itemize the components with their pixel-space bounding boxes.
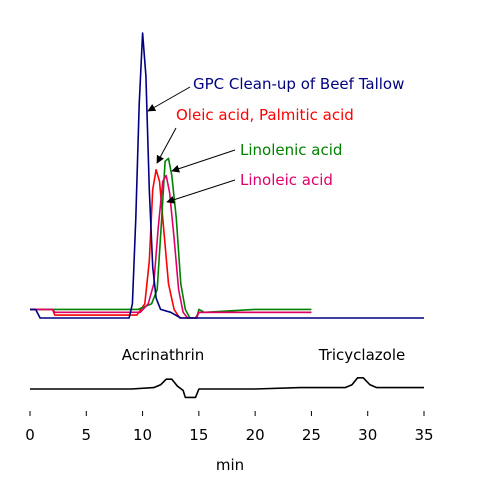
upper-main-series-line-0 (30, 32, 424, 319)
x-axis: 0 5 10 15 20 25 30 35 (25, 411, 434, 444)
annotation-arrow-3 (166, 179, 236, 204)
x-tick-label-5: 25 (302, 426, 321, 444)
peak-label-0: Acrinathrin (122, 346, 205, 364)
annotation-label-2: Linolenic acid (240, 141, 342, 159)
x-tick-label-0: 0 (25, 426, 35, 444)
annotation-arrow-1 (156, 127, 177, 164)
x-tick-label-6: 30 (358, 426, 377, 444)
x-tick-label-4: 20 (246, 426, 265, 444)
annotation-arrow-0 (147, 86, 191, 112)
upper-panel-traces (30, 32, 424, 319)
annotation-label-3: Linoleic acid (240, 171, 333, 189)
x-tick-label-3: 15 (189, 426, 208, 444)
upper-series-line-0 (30, 169, 312, 319)
annotations: GPC Clean-up of Beef Tallow Oleic acid, P… (122, 75, 406, 364)
annotation-label-1: Oleic acid, Palmitic acid (176, 106, 354, 124)
x-tick-label-7: 35 (414, 426, 433, 444)
upper-series-line-2 (30, 174, 312, 319)
lower-series-line-0 (30, 377, 424, 399)
peak-label-1: Tricyclazole (318, 346, 405, 364)
lower-panel-traces (30, 377, 424, 399)
x-tick-label-1: 5 (82, 426, 92, 444)
x-axis-label: min (216, 456, 244, 474)
x-tick-label-2: 10 (133, 426, 152, 444)
annotation-label-0: GPC Clean-up of Beef Tallow (193, 75, 404, 93)
annotation-arrow-2 (171, 149, 236, 173)
